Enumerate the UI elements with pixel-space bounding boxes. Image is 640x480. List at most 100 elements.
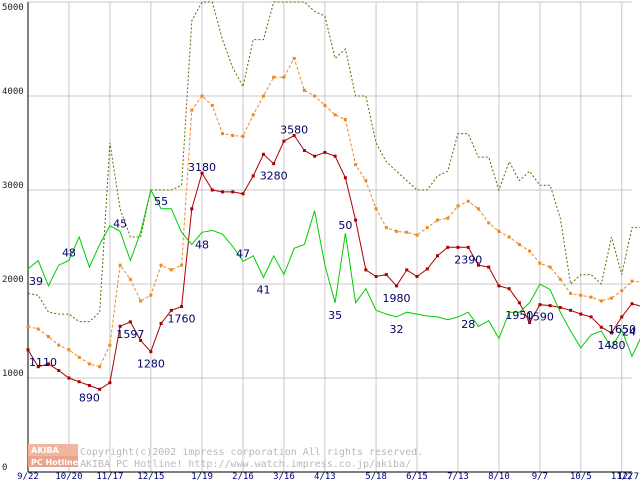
point-upper xyxy=(26,324,30,328)
x-tick-label: 5/18 xyxy=(365,472,387,480)
axes xyxy=(27,2,632,473)
data-label-average: 3280 xyxy=(260,170,288,183)
y-tick-label: 5000 xyxy=(2,3,24,13)
point-upper xyxy=(46,335,50,339)
x-tick-label: 9/22 xyxy=(17,472,39,480)
point-upper xyxy=(487,221,491,225)
x-tick-label: 9/7 xyxy=(532,472,548,480)
point-upper xyxy=(599,299,603,303)
point-average xyxy=(364,268,368,272)
point-upper xyxy=(538,261,542,265)
data-label-average: 3580 xyxy=(280,123,308,136)
point-upper xyxy=(36,327,40,331)
point-upper xyxy=(241,134,245,138)
data-label-average: 1480 xyxy=(598,339,626,352)
point-average xyxy=(405,268,409,272)
point-average xyxy=(395,284,399,288)
data-label-average: 890 xyxy=(79,392,100,405)
point-upper xyxy=(620,289,624,293)
point-average xyxy=(333,154,337,158)
point-upper xyxy=(292,56,296,60)
point-average xyxy=(476,263,480,267)
data-label-min: 41 xyxy=(256,283,270,296)
point-upper xyxy=(200,94,204,98)
y-tick-labels: 0 1000 2000 3000 4000 5000 xyxy=(2,3,24,473)
point-upper xyxy=(251,113,255,117)
point-upper xyxy=(57,343,61,347)
point-upper xyxy=(364,179,368,183)
point-upper xyxy=(313,94,317,98)
point-average xyxy=(415,274,419,278)
point-upper xyxy=(261,94,265,98)
point-upper xyxy=(476,207,480,211)
point-upper xyxy=(374,207,378,211)
point-upper xyxy=(548,265,552,269)
data-label-min: 24 xyxy=(622,326,636,339)
point-average xyxy=(384,273,388,277)
y-tick-label: 4000 xyxy=(2,87,24,97)
point-average xyxy=(313,154,317,158)
series-line-max xyxy=(27,1,640,323)
point-average xyxy=(599,325,603,329)
point-average xyxy=(26,348,30,352)
point-average xyxy=(159,321,163,325)
point-upper xyxy=(302,88,306,92)
point-upper xyxy=(446,216,450,220)
point-average xyxy=(610,331,614,335)
point-average xyxy=(579,312,583,316)
point-upper xyxy=(282,75,286,79)
point-average xyxy=(139,338,143,342)
point-average xyxy=(507,287,511,291)
point-upper xyxy=(425,226,429,230)
point-average xyxy=(620,315,624,319)
x-tick-label: 6/15 xyxy=(406,472,428,480)
point-upper xyxy=(149,293,153,297)
point-average xyxy=(538,303,542,307)
logo-top-text: AKIBA xyxy=(31,446,59,455)
x-tick-label: 12/15 xyxy=(137,472,164,480)
data-label-min: 50 xyxy=(338,219,352,232)
point-average xyxy=(343,176,347,180)
point-upper xyxy=(507,235,511,239)
y-tick-label: 3000 xyxy=(2,181,24,191)
point-upper xyxy=(333,113,337,117)
data-label-average: 1950 xyxy=(505,309,533,322)
point-upper xyxy=(466,199,470,203)
point-upper xyxy=(456,204,460,208)
x-tick-label: 3/16 xyxy=(273,472,295,480)
point-average xyxy=(435,254,439,258)
point-upper xyxy=(67,348,71,352)
data-label-average: 1110 xyxy=(29,356,57,369)
data-label-average: 1980 xyxy=(383,292,411,305)
data-label-average: 1590 xyxy=(526,311,554,324)
point-average xyxy=(46,362,50,366)
point-average xyxy=(558,306,562,309)
point-average xyxy=(36,365,40,369)
point-upper xyxy=(610,296,614,300)
point-average xyxy=(487,265,491,269)
point-average xyxy=(180,305,184,309)
point-average xyxy=(528,321,532,325)
data-label-min: 32 xyxy=(390,323,404,336)
point-average xyxy=(241,192,245,196)
x-tick-label: 2/16 xyxy=(232,472,254,480)
data-label-min: 45 xyxy=(113,217,127,230)
data-labels: 39 48 45 55 48 47 41 35 50 32 28 24 1110 890 1597 1280 1… xyxy=(29,123,636,404)
point-upper xyxy=(98,365,102,369)
data-label-min: 47 xyxy=(236,247,250,260)
point-average xyxy=(261,152,265,156)
x-tick-label: 10/20 xyxy=(55,472,82,480)
point-average xyxy=(128,320,132,324)
point-average xyxy=(589,315,593,319)
point-upper xyxy=(528,249,532,253)
point-upper xyxy=(118,263,122,267)
point-upper xyxy=(231,133,235,137)
point-upper xyxy=(87,362,91,366)
point-average xyxy=(149,350,153,354)
point-average xyxy=(497,284,501,288)
point-upper xyxy=(395,229,399,233)
point-average xyxy=(630,302,634,306)
point-average xyxy=(272,162,276,166)
x-tick-label: 4/13 xyxy=(314,472,336,480)
point-average xyxy=(548,304,552,308)
